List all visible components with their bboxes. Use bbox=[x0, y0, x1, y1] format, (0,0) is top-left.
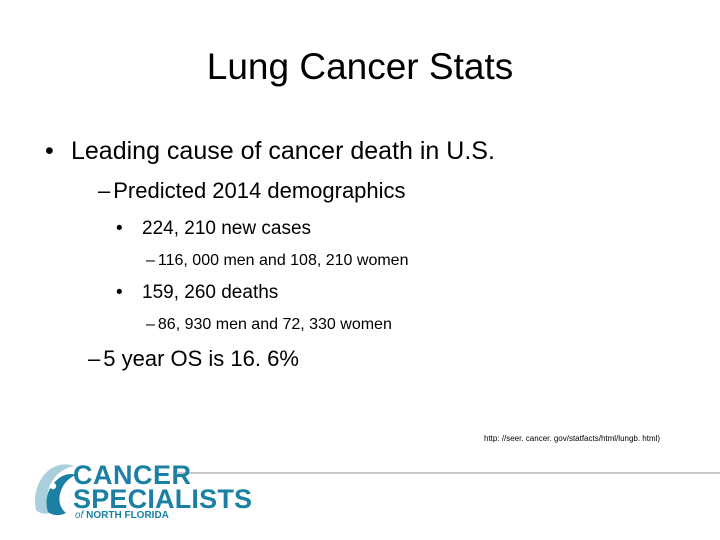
logo-subtitle: of NORTH FLORIDA bbox=[75, 510, 169, 521]
bullet-text: Leading cause of cancer death in U.S. bbox=[71, 137, 495, 165]
bullet-level3: • 224, 210 new cases bbox=[116, 216, 311, 242]
logo-region: NORTH FLORIDA bbox=[86, 510, 169, 521]
bullet-level4: –116, 000 men and 108, 210 women bbox=[146, 250, 408, 272]
logo-text-line2: SPECIALISTS bbox=[73, 484, 253, 514]
bullet-text: Predicted 2014 demographics bbox=[113, 178, 406, 203]
bullet-marker: – bbox=[146, 252, 155, 269]
organization-logo: CANCER SPECIALISTS of NORTH FLORIDA bbox=[32, 460, 252, 522]
bullet-text: 116, 000 men and 108, 210 women bbox=[157, 252, 409, 269]
bullet-level2: –5 year OS is 16. 6% bbox=[88, 344, 299, 374]
wave-logo-icon bbox=[35, 464, 76, 516]
bullet-marker: – bbox=[98, 178, 111, 203]
bullet-marker: • bbox=[45, 137, 54, 165]
bullet-marker: – bbox=[146, 316, 155, 333]
bullet-level2: – Predicted 2014 demographics bbox=[98, 176, 406, 206]
logo-text-line1: CANCER bbox=[73, 460, 192, 490]
logo-of: of bbox=[75, 510, 84, 521]
bullet-marker: • bbox=[116, 218, 123, 239]
bullet-level3: • 159, 260 deaths bbox=[116, 280, 278, 306]
bullet-text: 159, 260 deaths bbox=[142, 282, 279, 303]
bullet-marker: – bbox=[88, 346, 101, 371]
bullet-level4: –86, 930 men and 72, 330 women bbox=[146, 314, 392, 336]
slide-title: Lung Cancer Stats bbox=[206, 46, 514, 87]
bullet-marker: • bbox=[116, 282, 123, 303]
bullet-level1: • Leading cause of cancer death in U.S. bbox=[45, 134, 495, 168]
source-citation: http: //seer. cancer. gov/statfacts/html… bbox=[484, 434, 661, 443]
bullet-text: 224, 210 new cases bbox=[142, 218, 312, 239]
footer-divider bbox=[178, 472, 720, 474]
bullet-text: 86, 930 men and 72, 330 women bbox=[157, 316, 392, 333]
bullet-text: 5 year OS is 16. 6% bbox=[103, 346, 299, 371]
